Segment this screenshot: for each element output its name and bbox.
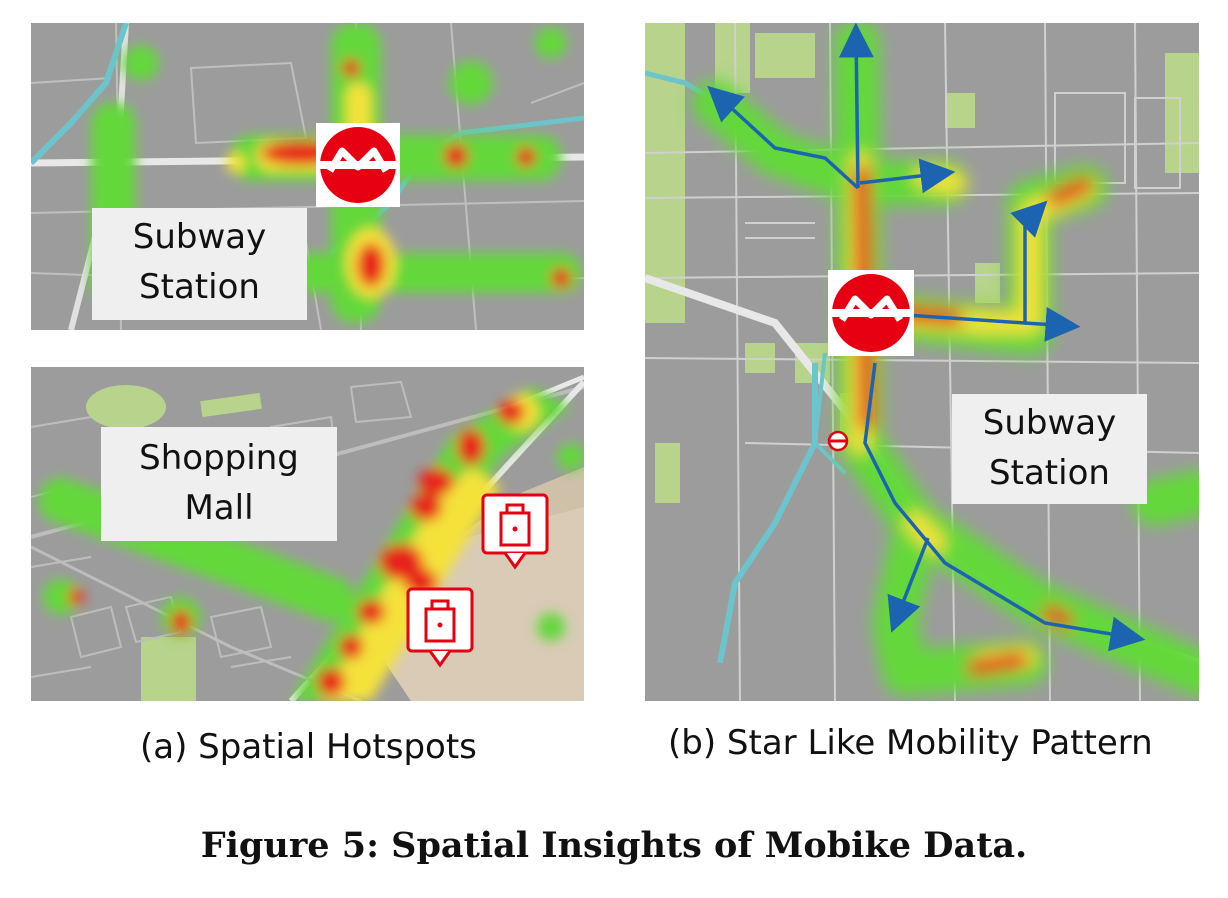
river [717, 363, 818, 664]
shopping-bag-icon [406, 587, 474, 668]
caption-b: (b) Star Like Mobility Pattern [668, 723, 1153, 763]
heat-layer [91, 23, 581, 323]
shopping-mall-label: Shopping Mall [101, 427, 337, 541]
subway-station-label: Subway Station [92, 208, 307, 320]
direction-arrow-icon [707, 23, 1146, 652]
shopping-bag-icon [481, 493, 549, 570]
river [31, 23, 129, 166]
subway-station-label: Subway Station [952, 394, 1147, 504]
metro-logo-icon [828, 270, 914, 356]
metro-logo-icon [827, 430, 849, 452]
map-a-subway-svg [31, 23, 584, 330]
caption-a: (a) Spatial Hotspots [140, 727, 477, 767]
park-area [645, 23, 1199, 503]
map-b-star-svg [645, 23, 1199, 701]
park-area [86, 385, 166, 429]
heat-layer [692, 23, 1199, 696]
map-panel-a-subway: Subway Station [31, 23, 584, 330]
metro-logo-icon [316, 123, 400, 207]
map-panel-b-star: Subway Station [645, 23, 1199, 701]
figure-title: Figure 5: Spatial Insights of Mobike Dat… [200, 825, 1028, 866]
map-panel-a-mall: Shopping Mall [31, 367, 584, 701]
